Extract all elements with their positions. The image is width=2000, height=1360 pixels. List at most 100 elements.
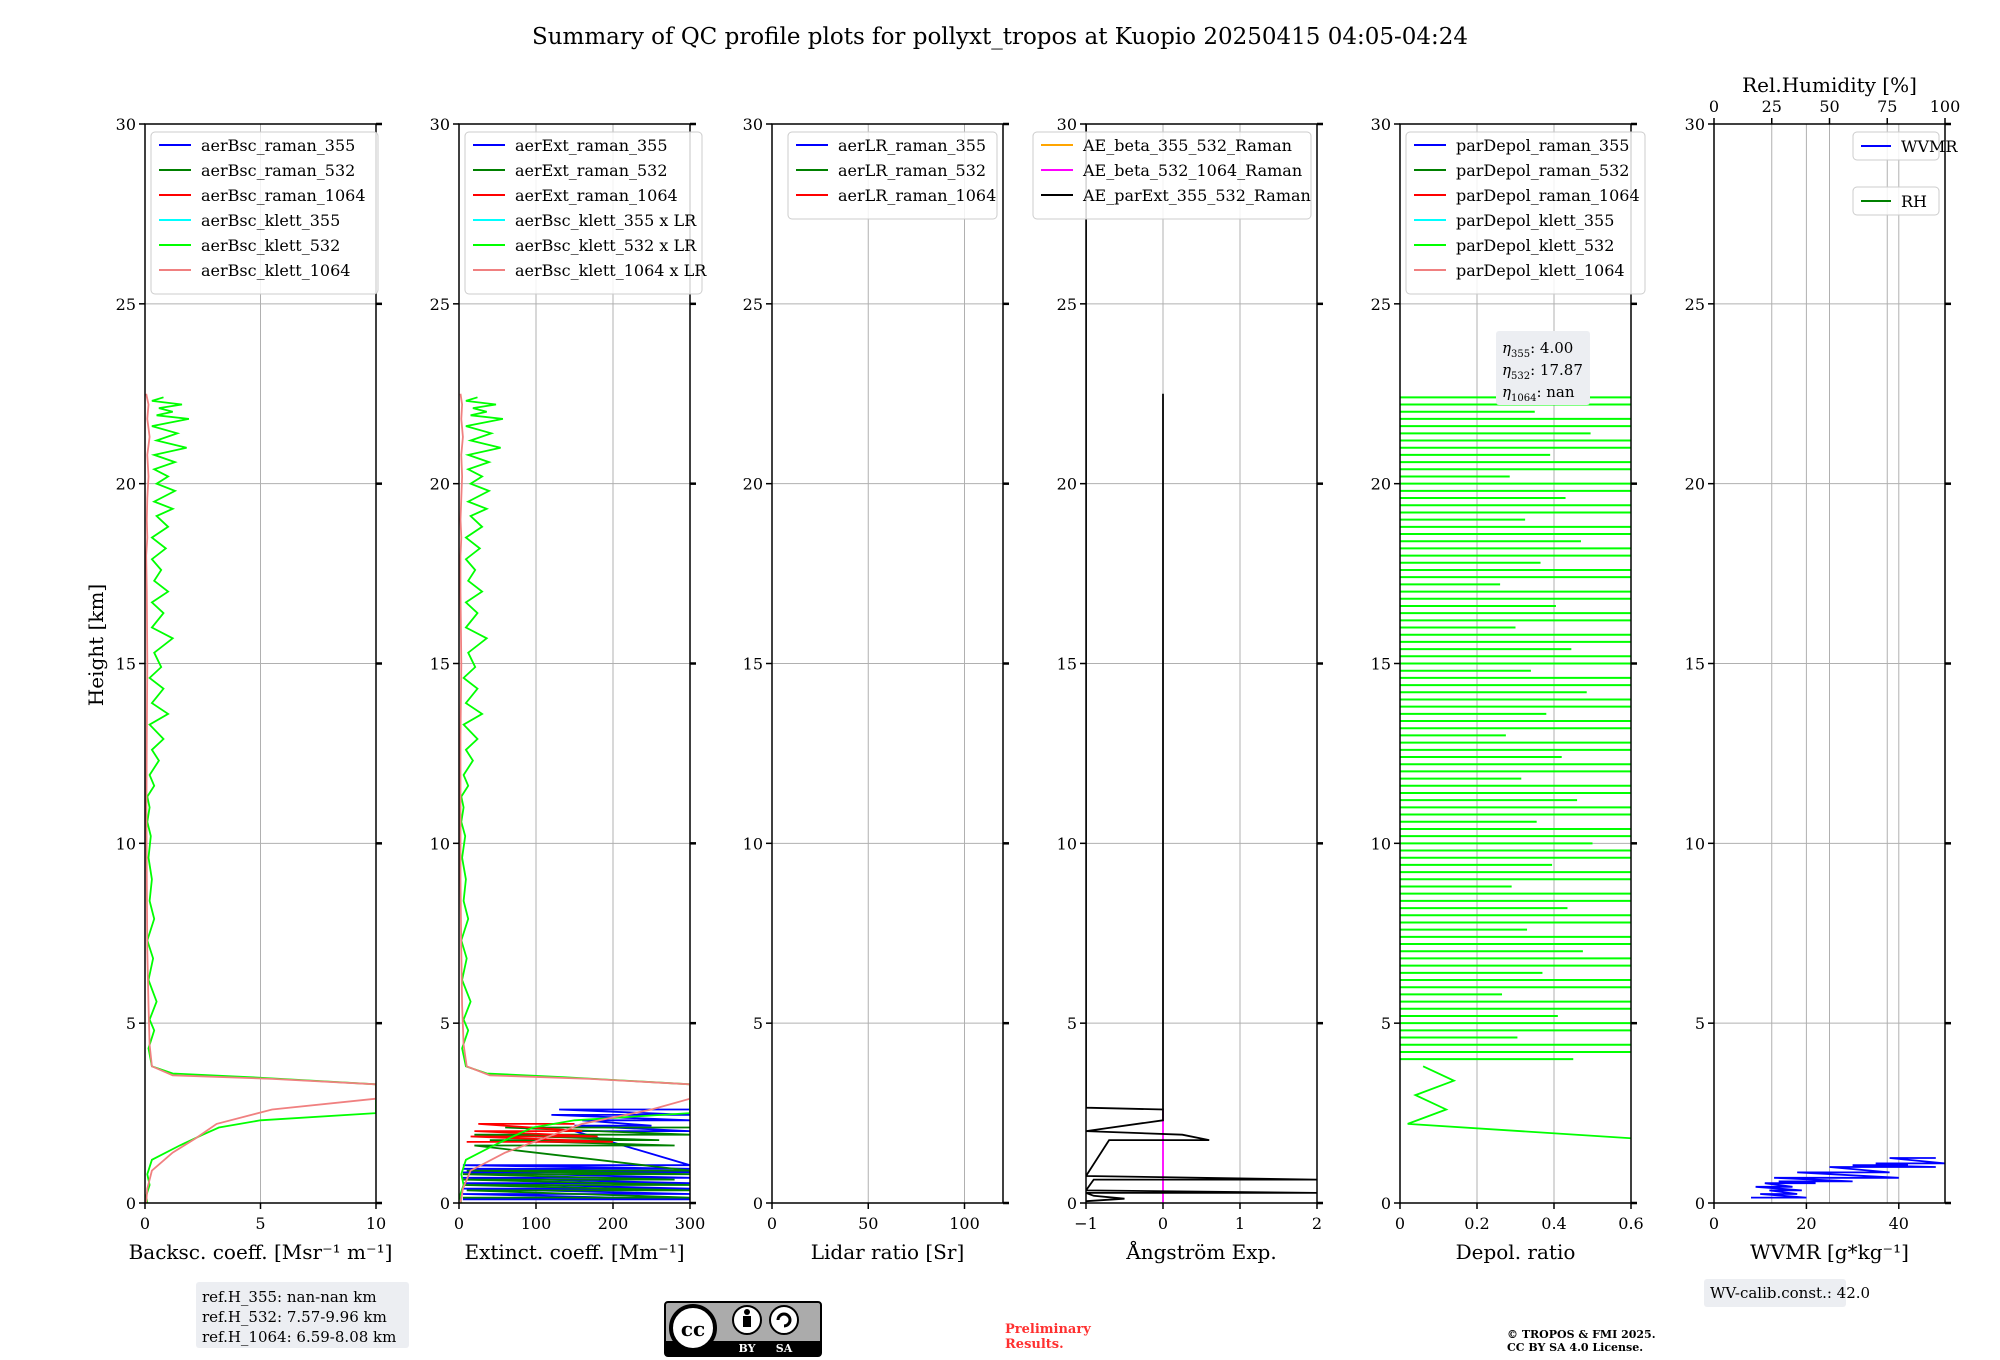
license-line: CC BY SA 4.0 License. — [1507, 1341, 1643, 1354]
ref-h-532: ref.H_532: 7.57-9.96 km — [202, 1308, 387, 1326]
top-x-tick-label: 100 — [1930, 97, 1961, 116]
legend-label: AE_beta_532_1064_Raman — [1082, 161, 1302, 180]
svg-text:cc: cc — [681, 1317, 705, 1341]
x-tick-label: −1 — [1074, 1214, 1098, 1233]
cc-by-sa-license-badge: cc BY SA — [664, 1301, 822, 1357]
legend-box — [150, 131, 379, 295]
y-tick-label: 25 — [1685, 295, 1705, 314]
depol-klett-532-lines — [1400, 396, 1631, 1140]
legend-label: parDepol_klett_532 — [1456, 236, 1614, 255]
x-tick-label: 40 — [1889, 1214, 1909, 1233]
series-group — [145, 393, 376, 1203]
top-x-tick-label: 75 — [1877, 97, 1897, 116]
x-tick-label: 100 — [949, 1214, 980, 1233]
legend-box — [1032, 131, 1312, 220]
y-tick-label: 10 — [1685, 834, 1705, 853]
y-tick-label: 20 — [1371, 475, 1391, 494]
y-tick-label: 30 — [1371, 115, 1391, 134]
height-axis-label: Height [km] — [84, 584, 108, 706]
y-tick-label: 5 — [753, 1014, 763, 1033]
y-tick-label: 5 — [1381, 1014, 1391, 1033]
series-line-aerBsc_klett_532 x LR — [459, 396, 690, 1203]
legend-label: aerExt_raman_532 — [515, 161, 668, 180]
x-tick-label: 0 — [1158, 1214, 1168, 1233]
x-tick-label: 50 — [858, 1214, 878, 1233]
wv-calib-text: WV-calib.const.: 42.0 — [1710, 1284, 1870, 1302]
legend-lidar_ratio: aerLR_raman_355 aerLR_raman_532 aerLR_rama… — [787, 131, 998, 220]
y-tick-label: 15 — [116, 655, 136, 674]
x-tick-label: 1 — [1235, 1214, 1245, 1233]
series-group — [1751, 1157, 1945, 1199]
legend-label: parDepol_raman_355 — [1456, 136, 1629, 155]
y-tick-label: 10 — [430, 834, 450, 853]
series-line-aerExt_raman_1064 — [466, 1123, 614, 1143]
legend-label: aerLR_raman_1064 — [838, 186, 996, 205]
panel-lidar_ratio: 0 5 10 15 20 25 30 0 50 100 Lidar ratio [Sr] aerLR_… — [743, 115, 1009, 1264]
eta-info-box: η355: 4.00 η532: 17.87 η1064: nan — [1496, 331, 1590, 405]
y-tick-label: 25 — [1371, 295, 1391, 314]
legend-label: WVMR — [1901, 137, 1958, 156]
legend-label: aerBsc_klett_532 x LR — [515, 236, 697, 255]
y-tick-label: 30 — [743, 115, 763, 134]
legend-box — [1852, 186, 1940, 216]
series-group — [459, 393, 690, 1203]
ref-h-355: ref.H_355: nan-nan km — [202, 1288, 377, 1306]
series-line-WVMR — [1751, 1157, 1945, 1199]
legend-label: AE_parExt_355_532_Raman — [1082, 186, 1311, 205]
x-axis-label: Backsc. coeff. [Msr⁻¹ m⁻¹] — [129, 1240, 393, 1264]
svg-text:SA: SA — [776, 1342, 793, 1355]
legend-box — [787, 131, 998, 220]
legend-label: parDepol_klett_1064 — [1456, 261, 1625, 280]
x-tick-label: 0.4 — [1541, 1214, 1566, 1233]
x-tick-label: 5 — [255, 1214, 265, 1233]
x-tick-label: 0 — [1709, 1214, 1719, 1233]
y-tick-label: 15 — [1685, 655, 1705, 674]
y-tick-label: 0 — [753, 1194, 763, 1213]
y-tick-label: 30 — [1685, 115, 1705, 134]
y-tick-label: 25 — [743, 295, 763, 314]
series-line-AE_parExt_355_532_Raman — [1086, 124, 1317, 1203]
svg-text:BY: BY — [739, 1342, 756, 1355]
y-tick-label: 5 — [1695, 1014, 1705, 1033]
top-x-tick-label: 25 — [1762, 97, 1782, 116]
series-group — [1086, 124, 1317, 1203]
legend-label: parDepol_klett_355 — [1456, 211, 1614, 230]
y-tick-label: 25 — [430, 295, 450, 314]
top-x-axis-label: Rel.Humidity [%] — [1742, 73, 1917, 97]
x-tick-label: 0 — [454, 1214, 464, 1233]
y-tick-label: 10 — [116, 834, 136, 853]
legend-label: aerBsc_klett_355 — [201, 211, 340, 230]
x-tick-label: 2 — [1312, 1214, 1322, 1233]
y-tick-label: 20 — [1685, 475, 1705, 494]
legend-label: aerBsc_klett_532 — [201, 236, 340, 255]
legend-water_vapor: WVMR RH — [1852, 131, 1958, 216]
x-axis-label: Depol. ratio — [1456, 1240, 1576, 1264]
x-axis-label: Lidar ratio [Sr] — [811, 1240, 965, 1264]
preliminary-note: Preliminary — [1005, 1322, 1091, 1337]
top-x-tick-label: 50 — [1819, 97, 1839, 116]
y-tick-label: 0 — [1067, 1194, 1077, 1213]
legend-label: aerBsc_raman_532 — [201, 161, 355, 180]
y-tick-label: 25 — [116, 295, 136, 314]
x-tick-label: 0 — [140, 1214, 150, 1233]
x-tick-label: 0.6 — [1618, 1214, 1643, 1233]
series-line-aerBsc_klett_1064 — [145, 393, 376, 1203]
y-tick-label: 15 — [1057, 655, 1077, 674]
x-tick-label: 100 — [521, 1214, 552, 1233]
legend-label: parDepol_raman_532 — [1456, 161, 1629, 180]
y-tick-label: 5 — [126, 1014, 136, 1033]
legend-label: aerExt_raman_1064 — [515, 186, 678, 205]
y-tick-label: 0 — [440, 1194, 450, 1213]
y-tick-label: 20 — [430, 475, 450, 494]
y-tick-label: 25 — [1057, 295, 1077, 314]
y-tick-label: 20 — [1057, 475, 1077, 494]
series-line-aerExt_raman_355 — [462, 1108, 690, 1201]
panel-depolarization: 0 5 10 15 20 25 30 0 0.2 0.4 0.6 Depol. ratio parDep… — [1371, 115, 1646, 1264]
y-tick-label: 5 — [440, 1014, 450, 1033]
legend-label: aerLR_raman_355 — [838, 136, 986, 155]
